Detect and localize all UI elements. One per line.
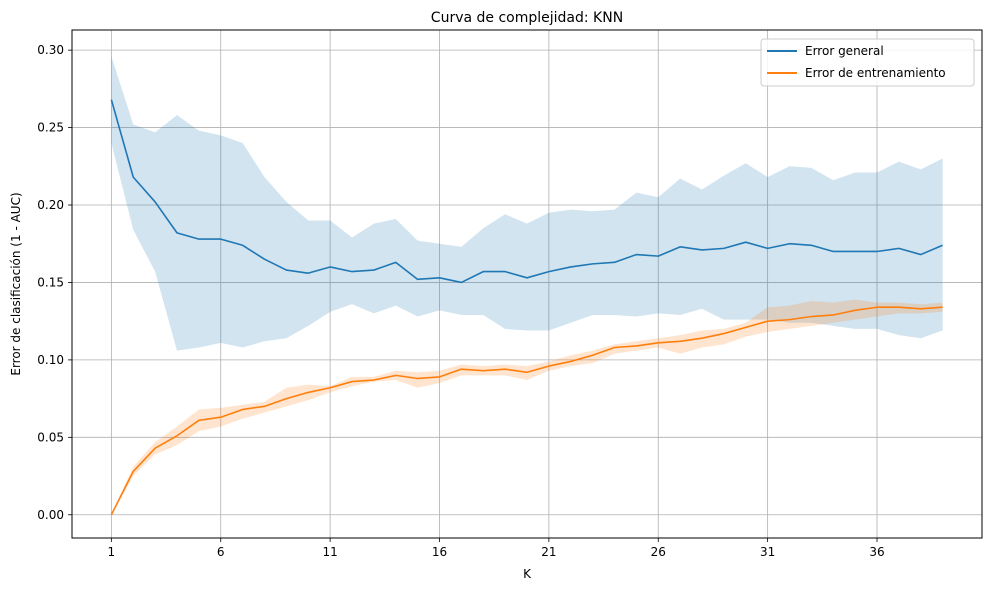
y-axis-title: Error de clasificación (1 - AUC) <box>9 192 23 375</box>
grid <box>72 30 982 538</box>
x-axis-title: K <box>523 567 532 581</box>
confidence-bands <box>111 56 943 515</box>
y-tick-label: 0.05 <box>37 430 64 444</box>
x-tick-label: 26 <box>651 545 666 559</box>
legend-label-error-entrenamiento: Error de entrenamiento <box>805 66 946 80</box>
band-error-general <box>111 56 943 351</box>
y-tick-label: 0.15 <box>37 275 64 289</box>
x-tick-label: 36 <box>869 545 884 559</box>
legend: Error general Error de entrenamiento <box>760 38 975 87</box>
x-tick-label: 1 <box>108 545 116 559</box>
y-tick-label: 0.00 <box>37 508 64 522</box>
series-lines <box>110 99 943 516</box>
x-tick-label: 11 <box>322 545 337 559</box>
y-tick-label: 0.10 <box>37 353 64 367</box>
y-axis-ticks: 0.00 0.05 0.10 0.15 0.20 0.25 0.30 <box>37 43 72 522</box>
x-tick-label: 31 <box>760 545 775 559</box>
plot-frame <box>71 29 983 539</box>
line-error-entrenamiento <box>110 306 943 516</box>
legend-box <box>760 38 975 87</box>
chart-title: Curva de complejidad: KNN <box>431 10 623 26</box>
band-error-entrenamiento <box>111 299 943 515</box>
x-tick-label: 6 <box>217 545 225 559</box>
x-tick-label: 16 <box>432 545 447 559</box>
x-tick-label: 21 <box>541 545 556 559</box>
y-tick-label: 0.20 <box>37 198 64 212</box>
x-axis-ticks: 1 6 11 16 21 26 31 36 <box>108 538 885 559</box>
y-tick-label: 0.30 <box>37 43 64 57</box>
y-tick-label: 0.25 <box>37 121 64 135</box>
legend-label-error-general: Error general <box>805 44 884 58</box>
line-error-general <box>110 99 943 284</box>
